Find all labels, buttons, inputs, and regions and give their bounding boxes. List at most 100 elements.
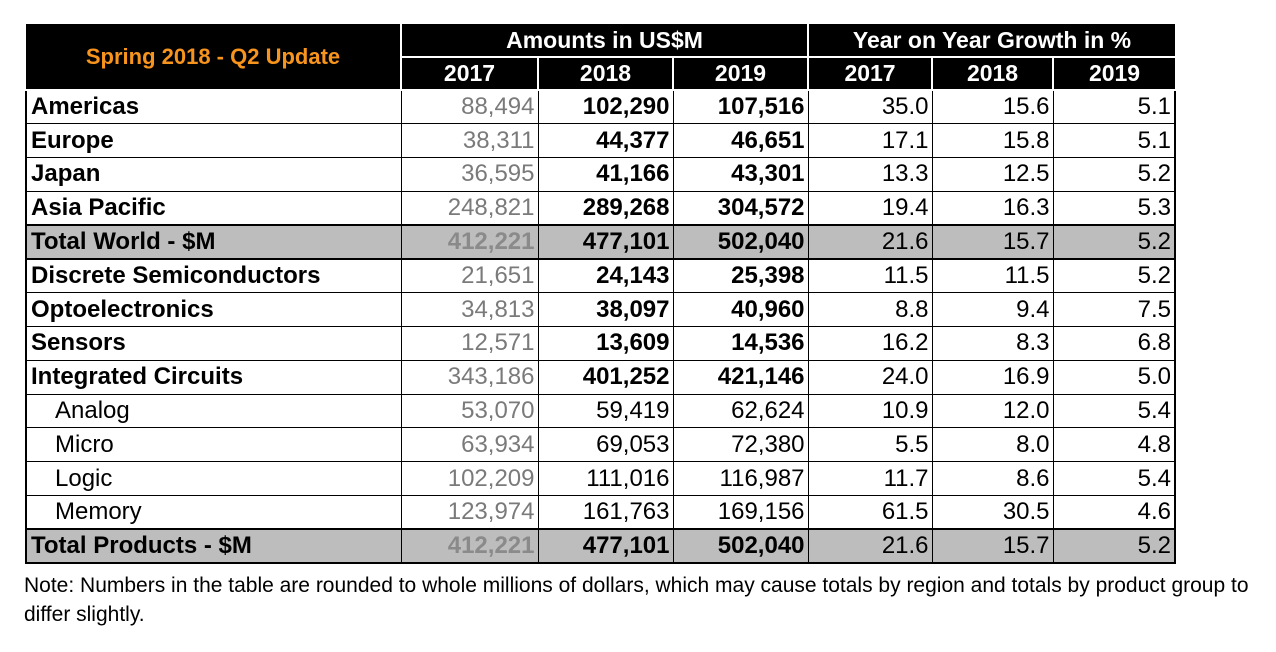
row-label: Integrated Circuits: [25, 359, 402, 395]
growth-cell-2019: 5.0: [1052, 359, 1177, 395]
table-row: Discrete Semiconductors 21,651 24,143 25,39…: [25, 258, 1177, 294]
amount-cell-2018: 161,763: [537, 495, 674, 530]
amount-cell-2017: 102,209: [400, 461, 539, 497]
amount-cell-2019: 502,040: [672, 528, 809, 565]
table-title: Spring 2018 - Q2 Update: [26, 24, 401, 91]
amount-cell-2018: 477,101: [537, 528, 674, 565]
table-row: Americas 88,494 102,290 107,516 35.0 15.6 5.1: [25, 89, 1177, 125]
growth-cell-2019: 5.2: [1052, 258, 1177, 294]
row-label: Asia Pacific: [25, 190, 402, 226]
growth-cell-2019: 5.2: [1052, 157, 1177, 192]
amount-cell-2017: 34,813: [400, 292, 539, 328]
amount-cell-2017: 412,221: [400, 528, 539, 565]
growth-cell-2017: 61.5: [807, 495, 933, 530]
amount-cell-2017: 63,934: [400, 427, 539, 463]
growth-cell-2017: 21.6: [807, 528, 933, 565]
growth-cell-2019: 5.1: [1052, 123, 1177, 159]
table-row: Integrated Circuits 343,186 401,252 421,146…: [25, 359, 1177, 395]
growth-cell-2017: 13.3: [807, 157, 933, 192]
row-label: Micro: [25, 427, 402, 463]
year-header-amount-2018: 2018: [537, 57, 673, 91]
growth-header: Year on Year Growth in %: [807, 24, 1176, 58]
amount-cell-2019: 43,301: [672, 157, 809, 192]
amount-cell-2018: 59,419: [537, 393, 674, 429]
amount-cell-2017: 12,571: [400, 326, 539, 361]
growth-cell-2017: 35.0: [807, 89, 933, 125]
table-row: Micro 63,934 69,053 72,380 5.5 8.0 4.8: [25, 427, 1177, 463]
growth-cell-2017: 16.2: [807, 326, 933, 361]
amount-cell-2018: 111,016: [537, 461, 674, 497]
amount-cell-2019: 40,960: [672, 292, 809, 328]
amount-cell-2017: 53,070: [400, 393, 539, 429]
growth-cell-2019: 5.1: [1052, 89, 1177, 125]
table-row: Sensors 12,571 13,609 14,536 16.2 8.3 6.8: [25, 326, 1177, 361]
growth-cell-2017: 8.8: [807, 292, 933, 328]
amount-cell-2019: 502,040: [672, 224, 809, 260]
amount-cell-2017: 123,974: [400, 495, 539, 530]
growth-cell-2017: 24.0: [807, 359, 933, 395]
row-label: Americas: [25, 89, 402, 125]
total-row: Total Products - $M 412,221 477,101 502,040…: [25, 528, 1177, 565]
growth-cell-2019: 4.6: [1052, 495, 1177, 530]
amount-cell-2018: 44,377: [537, 123, 674, 159]
table-row: Asia Pacific 248,821 289,268 304,572 19.4 16.…: [25, 190, 1177, 226]
row-label: Analog: [25, 393, 402, 429]
table-row: Optoelectronics 34,813 38,097 40,960 8.8 9.4 7…: [25, 292, 1177, 328]
growth-cell-2018: 30.5: [931, 495, 1054, 530]
growth-cell-2018: 15.6: [931, 89, 1054, 125]
row-label: Sensors: [25, 326, 402, 361]
amount-cell-2019: 62,624: [672, 393, 809, 429]
year-header-growth-2019: 2019: [1052, 57, 1176, 91]
amount-cell-2017: 343,186: [400, 359, 539, 395]
growth-cell-2018: 12.5: [931, 157, 1054, 192]
row-label: Memory: [25, 495, 402, 530]
amount-cell-2019: 304,572: [672, 190, 809, 226]
amount-cell-2018: 102,290: [537, 89, 674, 125]
amount-cell-2017: 21,651: [400, 258, 539, 294]
row-label: Japan: [25, 157, 402, 192]
table-row: Logic 102,209 111,016 116,987 11.7 8.6 5.4: [25, 461, 1177, 497]
growth-cell-2019: 5.2: [1052, 224, 1177, 260]
growth-cell-2019: 5.3: [1052, 190, 1177, 226]
row-label: Logic: [25, 461, 402, 497]
amount-cell-2018: 24,143: [537, 258, 674, 294]
footnote: Note: Numbers in the table are rounded t…: [24, 574, 1249, 626]
growth-cell-2017: 17.1: [807, 123, 933, 159]
growth-cell-2018: 15.7: [931, 224, 1054, 260]
growth-cell-2018: 9.4: [931, 292, 1054, 328]
growth-cell-2019: 5.4: [1052, 461, 1177, 497]
growth-cell-2019: 6.8: [1052, 326, 1177, 361]
amount-cell-2017: 36,595: [400, 157, 539, 192]
row-label: Total Products - $M: [25, 528, 402, 565]
amounts-header: Amounts in US$M: [399, 24, 809, 58]
table-row: Analog 53,070 59,419 62,624 10.9 12.0 5.4: [25, 393, 1177, 429]
growth-cell-2017: 11.7: [807, 461, 933, 497]
amount-cell-2018: 289,268: [537, 190, 674, 226]
amount-cell-2018: 13,609: [537, 326, 674, 361]
growth-cell-2017: 10.9: [807, 393, 933, 429]
amount-cell-2019: 169,156: [672, 495, 809, 530]
growth-cell-2018: 8.0: [931, 427, 1054, 463]
amount-cell-2019: 25,398: [672, 258, 809, 294]
table-header: Spring 2018 - Q2 Update Amounts in US$M …: [26, 24, 1176, 91]
amount-cell-2019: 14,536: [672, 326, 809, 361]
amount-cell-2017: 88,494: [400, 89, 539, 125]
growth-cell-2018: 15.7: [931, 528, 1054, 565]
growth-cell-2019: 7.5: [1052, 292, 1177, 328]
row-label: Optoelectronics: [25, 292, 402, 328]
amount-cell-2019: 72,380: [672, 427, 809, 463]
growth-cell-2018: 8.3: [931, 326, 1054, 361]
growth-cell-2019: 5.4: [1052, 393, 1177, 429]
row-label: Europe: [25, 123, 402, 159]
growth-cell-2017: 11.5: [807, 258, 933, 294]
growth-cell-2019: 4.8: [1052, 427, 1177, 463]
table-row: Memory 123,974 161,763 169,156 61.5 30.5 4.6: [25, 495, 1177, 530]
row-label: Total World - $M: [25, 224, 402, 260]
year-header-growth-2018: 2018: [931, 57, 1054, 91]
amount-cell-2019: 116,987: [672, 461, 809, 497]
growth-cell-2017: 19.4: [807, 190, 933, 226]
amount-cell-2017: 248,821: [400, 190, 539, 226]
forecast-table: Spring 2018 - Q2 Update Amounts in US$M …: [25, 24, 1177, 565]
growth-cell-2019: 5.2: [1052, 528, 1177, 565]
amount-cell-2018: 477,101: [537, 224, 674, 260]
